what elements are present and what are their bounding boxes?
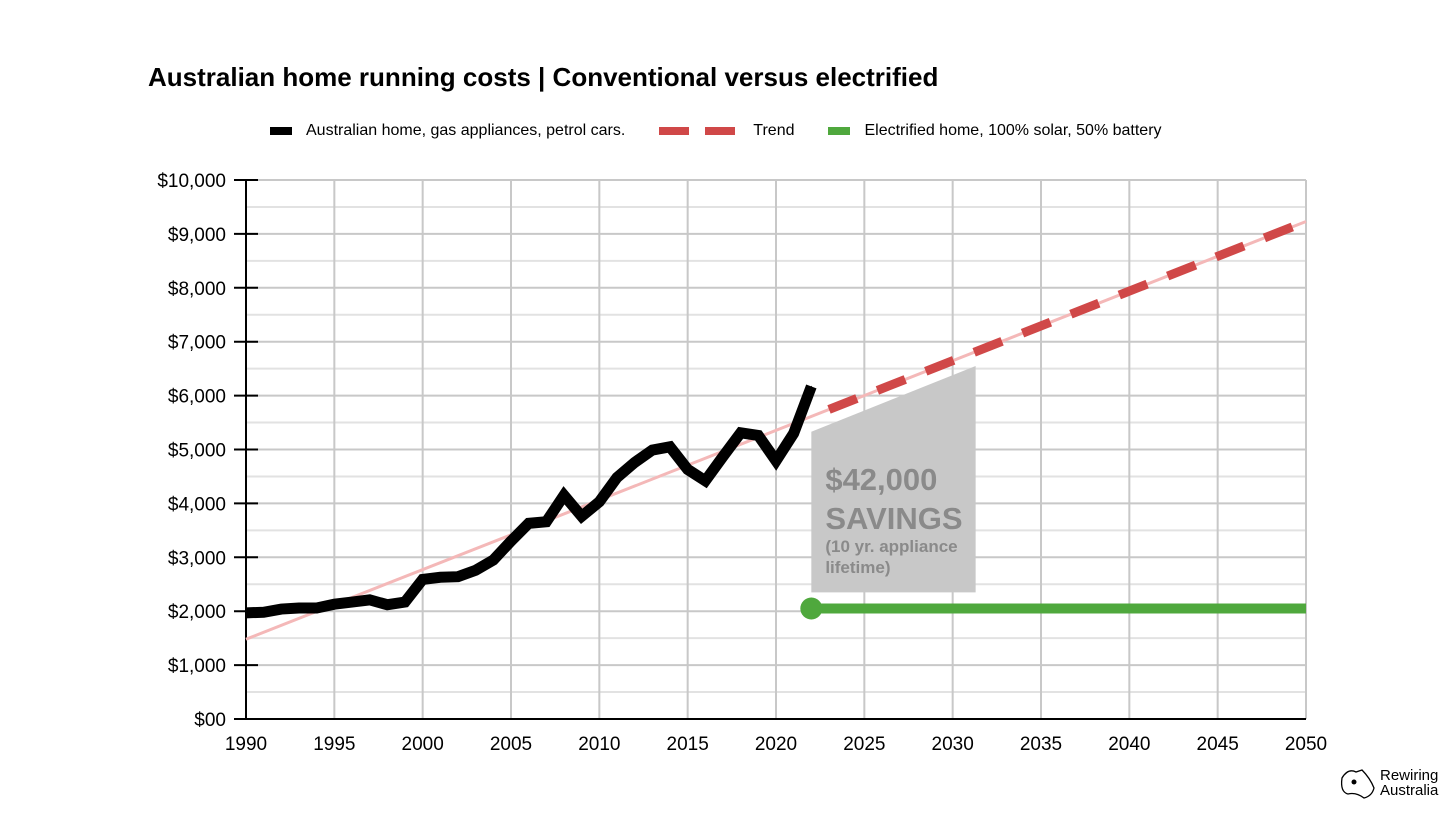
data-point bbox=[775, 460, 777, 462]
chart-title: Australian home running costs | Conventi… bbox=[148, 62, 939, 92]
data-point bbox=[245, 612, 247, 614]
savings-region bbox=[811, 365, 976, 593]
data-point bbox=[475, 569, 477, 571]
legend-label: Trend bbox=[753, 122, 795, 139]
data-point bbox=[793, 432, 795, 434]
data-point bbox=[528, 522, 530, 524]
x-tick-label: 2015 bbox=[667, 734, 709, 755]
savings-value: $42,000 bbox=[825, 462, 937, 497]
data-point bbox=[369, 599, 371, 601]
x-tick-label: 2025 bbox=[843, 734, 885, 755]
data-point bbox=[651, 449, 653, 451]
data-point bbox=[704, 480, 706, 482]
y-tick-label: $10,000 bbox=[157, 171, 226, 192]
x-tick-label: 2040 bbox=[1108, 734, 1150, 755]
data-point bbox=[687, 468, 689, 470]
data-point bbox=[280, 608, 282, 610]
x-tick-label: 2030 bbox=[932, 734, 974, 755]
legend-item-electrified: Electrified home, 100% solar, 50% batter… bbox=[828, 122, 1162, 140]
data-point bbox=[634, 461, 636, 463]
logo-line1: Rewiring bbox=[1380, 767, 1439, 784]
legend: Australian home, gas appliances, petrol … bbox=[270, 122, 1196, 140]
savings-note: lifetime) bbox=[825, 558, 890, 577]
y-tick-label: $5,000 bbox=[168, 441, 226, 462]
data-point bbox=[492, 559, 494, 561]
y-tick-label: $00 bbox=[194, 710, 226, 731]
data-point bbox=[616, 477, 618, 479]
data-point bbox=[757, 434, 759, 436]
x-tick-label: 1995 bbox=[313, 734, 355, 755]
data-point bbox=[351, 601, 353, 603]
data-point bbox=[669, 446, 671, 448]
data-point bbox=[316, 607, 318, 609]
legend-label: Australian home, gas appliances, petrol … bbox=[306, 122, 626, 139]
data-point bbox=[386, 604, 388, 606]
legend-swatch-dashed bbox=[659, 127, 736, 135]
data-point bbox=[740, 432, 742, 434]
electrified-start-point bbox=[800, 597, 823, 620]
y-tick-label: $3,000 bbox=[168, 548, 226, 569]
savings-label: SAVINGS bbox=[825, 501, 962, 536]
data-point bbox=[598, 501, 600, 503]
data-point bbox=[263, 611, 265, 613]
data-point bbox=[545, 521, 547, 523]
logo-line2: Australia bbox=[1380, 782, 1439, 799]
x-tick-label: 2005 bbox=[490, 734, 532, 755]
trend-line-dashed bbox=[827, 217, 1308, 414]
y-tick-label: $6,000 bbox=[168, 387, 226, 408]
data-point bbox=[298, 607, 300, 609]
y-tick-label: $4,000 bbox=[168, 494, 226, 515]
rewiring-australia-logo: Rewiring Australia bbox=[1336, 766, 1438, 800]
y-tick-label: $1,000 bbox=[168, 656, 226, 677]
x-tick-label: 2045 bbox=[1197, 734, 1239, 755]
y-tick-label: $2,000 bbox=[168, 602, 226, 623]
x-tick-label: 1990 bbox=[225, 734, 267, 755]
conventional-home-line bbox=[245, 384, 817, 619]
data-point bbox=[810, 385, 812, 387]
data-point bbox=[510, 540, 512, 542]
x-tick-label: 2020 bbox=[755, 734, 797, 755]
data-point bbox=[333, 603, 335, 605]
data-point bbox=[439, 576, 441, 578]
data-point bbox=[422, 578, 424, 580]
legend-item-trend: Trend bbox=[659, 122, 794, 140]
legend-label: Electrified home, 100% solar, 50% batter… bbox=[864, 122, 1162, 139]
x-tick-label: 2000 bbox=[402, 734, 444, 755]
legend-swatch-black bbox=[270, 127, 292, 135]
y-tick-label: $7,000 bbox=[168, 333, 226, 354]
legend-swatch-green bbox=[828, 127, 851, 135]
y-tick-label: $9,000 bbox=[168, 225, 226, 246]
legend-item-conventional: Australian home, gas appliances, petrol … bbox=[270, 122, 625, 140]
y-tick-label: $8,000 bbox=[168, 279, 226, 300]
x-tick-label: 2010 bbox=[578, 734, 620, 755]
australia-map-icon bbox=[1340, 769, 1375, 799]
x-tick-label: 2035 bbox=[1020, 734, 1062, 755]
data-point bbox=[563, 494, 565, 496]
x-tick-label: 2050 bbox=[1285, 734, 1327, 755]
data-point bbox=[722, 456, 724, 458]
data-point bbox=[404, 601, 406, 603]
data-point bbox=[457, 576, 459, 578]
data-point bbox=[581, 515, 583, 517]
savings-note: (10 yr. appliance bbox=[825, 537, 957, 556]
